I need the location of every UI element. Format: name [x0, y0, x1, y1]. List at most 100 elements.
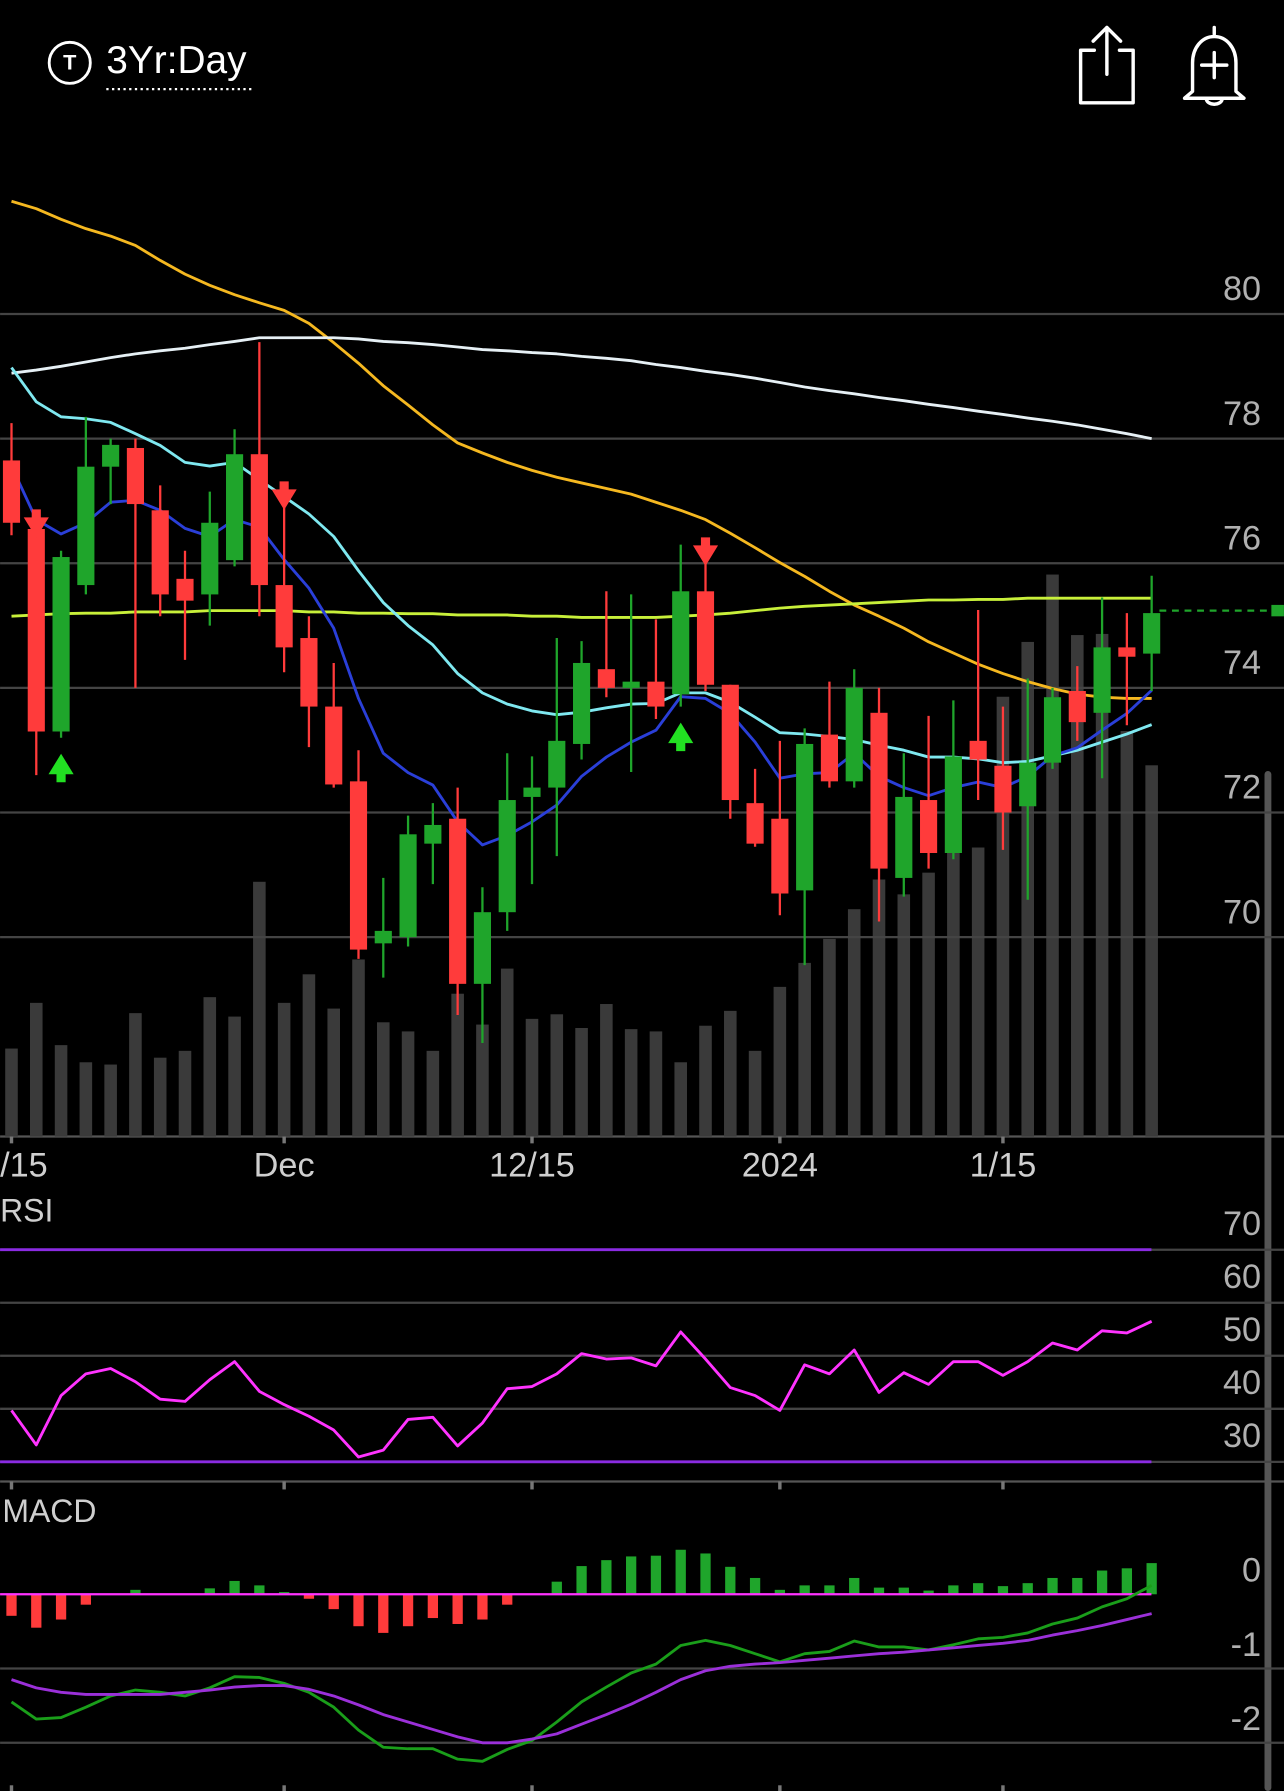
x-tick-label: 1/15: [970, 1146, 1037, 1184]
candle-body: [672, 591, 690, 695]
volume-bar: [5, 1048, 18, 1137]
y-tick-label: 70: [1223, 1205, 1261, 1243]
histogram-bar: [997, 1586, 1009, 1595]
histogram-bar: [576, 1566, 587, 1595]
volume-bar: [897, 894, 911, 1137]
candle-body: [1019, 762, 1037, 807]
histogram-bar: [303, 1594, 315, 1599]
volume-bar: [253, 881, 266, 1137]
volume-bar: [624, 1029, 638, 1137]
volume-bar: [872, 879, 886, 1137]
volume-bar: [178, 1050, 192, 1137]
histogram-bar: [898, 1587, 909, 1595]
candle-body: [796, 743, 814, 891]
volume-bar: [649, 1031, 663, 1137]
candle-body: [969, 740, 987, 760]
x-tick-label: 12/15: [489, 1146, 575, 1184]
candle-body: [696, 591, 715, 685]
volume-bar: [575, 1027, 588, 1137]
histogram-bar: [923, 1590, 934, 1595]
symbol-icon-letter: T: [63, 50, 77, 75]
histogram-bar: [1047, 1577, 1058, 1595]
histogram-bar: [427, 1594, 438, 1619]
histogram-bar: [1022, 1583, 1033, 1595]
y-tick-label: 50: [1223, 1311, 1261, 1349]
y-tick-label: 70: [1223, 893, 1261, 931]
volume-bar: [1071, 635, 1084, 1137]
histogram-bar: [1121, 1568, 1133, 1595]
histogram-bar: [353, 1594, 364, 1627]
candle-body: [126, 447, 144, 505]
volume-bar: [724, 1010, 737, 1137]
histogram-bar: [1146, 1563, 1157, 1595]
candle-body: [548, 740, 566, 788]
candle-body: [721, 684, 739, 801]
volume-bar: [1046, 574, 1059, 1137]
volume-bar: [1145, 765, 1158, 1137]
candle-body: [895, 796, 913, 878]
candle-body: [1093, 647, 1111, 713]
histogram-bar: [378, 1594, 389, 1633]
volume-bar: [54, 1045, 68, 1137]
histogram-bar: [601, 1560, 612, 1595]
candle-body: [325, 706, 343, 785]
y-tick-label: 72: [1223, 769, 1261, 807]
candle-body: [374, 930, 392, 944]
volume-bar: [352, 959, 365, 1137]
candle-body: [746, 803, 764, 844]
volume-bar: [29, 1002, 43, 1137]
timeframe-label: 3Yr:Day: [106, 39, 247, 82]
histogram-bar: [502, 1594, 513, 1605]
candle-body: [597, 669, 615, 688]
volume-bar: [426, 1050, 440, 1137]
histogram-bar: [650, 1555, 662, 1595]
candle-body: [1043, 697, 1062, 763]
volume-bar: [748, 1050, 762, 1137]
histogram-bar: [973, 1583, 984, 1595]
candle-body: [250, 454, 268, 586]
volume-bar: [79, 1062, 93, 1137]
histogram-bar: [204, 1588, 215, 1595]
candle-body: [647, 681, 665, 707]
candle-body: [349, 781, 368, 950]
histogram-bar: [1072, 1577, 1083, 1595]
volume-bar: [550, 1014, 564, 1137]
histogram-bar: [725, 1566, 736, 1595]
histogram-bar: [80, 1594, 91, 1605]
candle-body: [2, 460, 21, 523]
timeframe-selector[interactable]: T 3Yr:Day: [47, 39, 255, 91]
histogram-bar: [700, 1553, 711, 1595]
histogram-bar: [551, 1581, 562, 1595]
last-price-marker: [1271, 604, 1284, 617]
y-tick-label: 80: [1223, 270, 1261, 308]
histogram-bar: [229, 1580, 240, 1595]
histogram-bar: [824, 1585, 835, 1595]
alert-button[interactable]: [1182, 25, 1246, 106]
histogram-bar: [254, 1585, 265, 1595]
histogram-bar: [799, 1585, 810, 1595]
candle-body: [771, 818, 789, 894]
share-icon-arrow: [1091, 25, 1123, 76]
y-tick-label: 76: [1223, 519, 1261, 557]
scrollbar[interactable]: [1264, 770, 1272, 1791]
volume-bar: [699, 1025, 712, 1137]
candle-body: [523, 787, 541, 797]
y-tick-label: -2: [1231, 1700, 1261, 1738]
indicator-line: [11, 596, 1152, 619]
volume-bar: [971, 847, 985, 1137]
share-button[interactable]: [1078, 25, 1135, 105]
candle-body: [275, 585, 293, 648]
volume-bar: [947, 850, 960, 1137]
volume-bar: [129, 1013, 142, 1137]
candle-body: [845, 687, 863, 782]
y-tick-label: 74: [1223, 644, 1261, 682]
x-tick-label: 2024: [742, 1146, 818, 1184]
x-tick-label: Dec: [254, 1146, 315, 1184]
candle-body: [1068, 690, 1086, 723]
candle-body: [424, 824, 442, 844]
histogram-bar: [873, 1587, 885, 1595]
y-tick-label: 60: [1223, 1258, 1261, 1296]
